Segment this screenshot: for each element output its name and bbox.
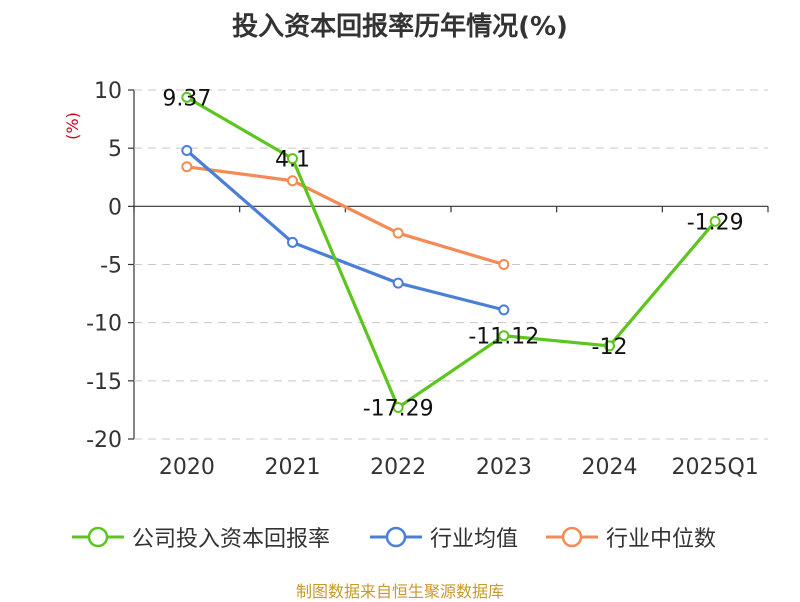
data-point-1 [181,144,193,156]
y-tick-label: 10 [94,79,122,104]
x-tick-label: 2022 [370,455,426,480]
data-point-1 [392,277,404,289]
x-tick-label: 2024 [582,455,638,480]
series-line-0 [186,95,717,410]
x-tick-label: 2025Q1 [672,455,759,480]
data-label: 9.37 [162,86,211,111]
data-label: -11.12 [468,325,539,350]
series-line-2 [186,165,505,267]
data-point-2 [392,227,404,239]
source-note: 制图数据来自恒生聚源数据库 [295,582,504,601]
x-tick-label: 2021 [265,455,321,480]
legend-label-industry-mean: 行业均值 [430,527,519,552]
x-tick-label: 2020 [159,455,215,480]
legend-label-industry-median: 行业中位数 [606,527,717,552]
data-point-0 [392,401,404,413]
y-tick-label: 5 [108,137,122,162]
legend-marker-company [72,526,124,548]
legend-label-company: 公司投入资本回报率 [132,527,331,552]
data-point-2 [287,175,298,187]
data-point-0 [498,330,510,342]
y-tick-label: -10 [86,312,122,337]
chart-plot: 10 5 0 -5 -10 -15 -20 2020 2021 2022 2023 2024 2025Q… [63,79,769,480]
data-label: -12 [592,335,628,360]
legend-item-company[interactable]: 公司投入资本回报率 [72,519,330,555]
legend-item-industry-mean[interactable]: 行业均值 [370,519,518,555]
legend-item-industry-median[interactable]: 行业中位数 [546,519,716,555]
y-axis-label: (%) [63,112,82,140]
data-label: -17.29 [363,396,434,421]
legend-marker-industry-mean [370,526,422,548]
y-tick-label: -20 [86,428,122,453]
legend-marker-industry-median [546,526,598,548]
y-tick-label: 0 [108,195,122,220]
data-point-0 [604,340,615,352]
chart-title: 投入资本回报率历年情况(%) [232,12,568,42]
data-label: -1.29 [687,210,744,235]
data-point-0 [287,153,298,165]
data-point-2 [181,161,193,173]
data-label: 4.1 [275,148,310,173]
data-point-0 [709,215,721,227]
data-point-2 [498,259,510,270]
series-line-1 [185,149,505,312]
data-point-1 [287,236,298,248]
data-point-0 [181,91,193,103]
legend: 公司投入资本回报率 行业均值 行业中位数 [0,519,800,559]
x-tick-label: 2023 [476,455,532,480]
data-point-1 [498,304,510,316]
y-tick-label: -15 [86,370,122,395]
y-tick-label: -5 [100,254,122,279]
